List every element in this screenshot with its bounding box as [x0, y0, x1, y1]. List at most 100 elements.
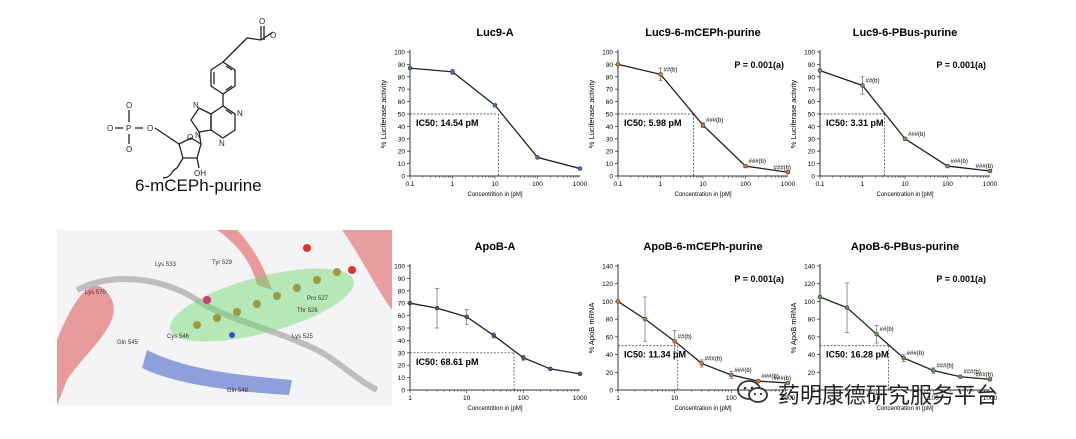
- atom-n-2: N: [219, 139, 225, 148]
- x-tick-label: 1000: [781, 395, 796, 402]
- y-axis-label: % ApoB mRNA: [587, 303, 596, 354]
- residue-tyr529: Tyr 529: [212, 260, 233, 266]
- structure-bonds: [115, 26, 274, 179]
- x-tick-label: 1000: [983, 395, 998, 402]
- y-tick-label: 60: [398, 313, 406, 320]
- chart-title: Luc9-6-PBus-purine: [853, 27, 958, 39]
- data-point: [577, 166, 583, 171]
- y-tick-label: 20: [808, 149, 816, 156]
- y-tick-label: 70: [606, 87, 614, 94]
- chart-title: ApoB-6-PBus-purine: [851, 241, 959, 253]
- y-tick-label: 90: [606, 62, 614, 69]
- x-tick-label: 10: [873, 395, 881, 402]
- data-point: [817, 294, 823, 300]
- data-point: [434, 305, 440, 311]
- x-tick-label: 1: [659, 181, 663, 188]
- point-significance-label: ###(b): [908, 132, 925, 138]
- watermark-text: 药明康德研究服务平台: [778, 384, 999, 409]
- chart-apob-6-mceph-purine: ApoB-6-mCEPh-purine 0 20 40 60 80 100 120 140 1 10…: [578, 232, 803, 422]
- y-tick-label: 0: [609, 174, 613, 181]
- chart-svg: ApoB-6-mCEPh-purine 0 20 40 60 80 100 120 140 1 10…: [587, 241, 796, 412]
- residue-pro527: Pro 527: [307, 296, 329, 302]
- point-significance-label: ##(b): [664, 67, 678, 73]
- data-point: [450, 69, 455, 75]
- y-tick-label: 40: [398, 338, 406, 345]
- atom-o-ester: O: [147, 124, 153, 133]
- data-point: [548, 366, 553, 372]
- p-value-label: P = 0.001(a): [734, 274, 784, 284]
- ic50-label: IC50: 14.54 pM: [416, 118, 479, 128]
- y-tick-label: 80: [606, 74, 614, 81]
- y-tick-label: 20: [808, 370, 816, 377]
- point-significance-label: ###(b): [706, 118, 723, 124]
- y-tick-label: 10: [398, 375, 406, 382]
- data-point: [615, 299, 621, 304]
- molecule-name: 6-mCEPh-purine: [135, 176, 262, 195]
- y-tick-label: 0: [609, 388, 613, 395]
- sheet-ribbon: [142, 350, 292, 395]
- ic50-label: IC50: 68.61 pM: [416, 357, 479, 367]
- point-significance-label: ###(b): [907, 351, 924, 357]
- data-point: [407, 300, 413, 306]
- x-tick-label: 10: [491, 181, 499, 188]
- y-tick-label: 50: [606, 112, 614, 119]
- chart-apob-6-pbus-purine: ApoB-6-PBus-purine 0 20 40 60 80 100 120 140 1 10 1…: [780, 232, 1005, 422]
- x-tick-label: 1: [861, 181, 865, 188]
- x-tick-label: 0.1: [405, 181, 414, 188]
- residue-labels: Lys 533 Tyr 529 Lys 570 Pro 527 Thr 526 …: [85, 260, 329, 394]
- helix-ribbon-left: [57, 285, 114, 405]
- data-point: [945, 163, 950, 169]
- x-tick-label: 1: [616, 395, 620, 402]
- residue-gln545: Gln 545: [117, 340, 139, 346]
- y-tick-label: 10: [398, 161, 406, 168]
- data-point: [987, 168, 993, 174]
- residue-lys570: Lys 570: [85, 290, 106, 296]
- x-tick-label: 10: [671, 395, 679, 402]
- data-point: [902, 136, 908, 142]
- y-tick-label: 40: [808, 352, 816, 359]
- data-point: [785, 380, 791, 386]
- residue-gln548: Gln 548: [227, 388, 249, 394]
- y-tick-label: 60: [606, 99, 614, 106]
- data-point: [700, 122, 706, 128]
- y-tick-label: 100: [602, 50, 613, 57]
- helix-ribbon-top: [217, 230, 272, 290]
- chart-luc9-6-pbus-purine: Luc9-6-PBus-purine 0 10 20 30 40 50 60 70 80 90 100…: [780, 18, 1005, 208]
- x-axis-label: Concentration in [pM]: [876, 192, 933, 198]
- y-tick-label: 70: [398, 301, 406, 308]
- atom-o-carboxyl-2: O: [259, 17, 265, 26]
- data-point: [860, 83, 865, 88]
- point-significance-label: ###(b): [976, 372, 993, 378]
- y-axis-label: % Luciferase activity: [379, 80, 388, 149]
- docking-pose-image: Lys 533 Tyr 529 Lys 570 Pro 527 Thr 526 …: [57, 230, 392, 405]
- x-tick-label: 1: [408, 395, 412, 402]
- data-point: [521, 355, 526, 361]
- data-point: [535, 155, 540, 160]
- data-point: [756, 378, 761, 384]
- y-tick-label: 100: [804, 299, 815, 306]
- x-tick-label: 0.1: [613, 181, 622, 188]
- y-tick-label: 0: [811, 174, 815, 181]
- y-tick-label: 30: [398, 136, 406, 143]
- y-tick-label: 80: [398, 288, 406, 295]
- data-point: [844, 305, 850, 310]
- point-significance-label: ###(b): [761, 374, 778, 380]
- atom-n-1: N: [237, 109, 243, 118]
- ligand-atoms: [193, 268, 341, 329]
- y-tick-label: 0: [811, 388, 815, 395]
- atom-oh: OH: [194, 169, 206, 178]
- point-significance-label: ###(b): [936, 364, 953, 370]
- p-value-label: P = 0.001(a): [734, 60, 784, 70]
- ic50-label: IC50: 5.98 pM: [624, 118, 682, 128]
- x-tick-label: 1000: [573, 181, 588, 188]
- x-tick-label: 1000: [781, 181, 796, 188]
- chart-title: ApoB-6-mCEPh-purine: [643, 241, 762, 253]
- x-axis-label: Concentration in [pM]: [674, 192, 731, 198]
- x-tick-label: 1: [818, 395, 822, 402]
- data-point: [817, 68, 823, 73]
- ligand-density-mesh: [169, 268, 355, 342]
- x-tick-label: 0.1: [815, 181, 824, 188]
- y-tick-label: 80: [398, 74, 406, 81]
- ic50-label: IC50: 11.34 pM: [624, 350, 686, 360]
